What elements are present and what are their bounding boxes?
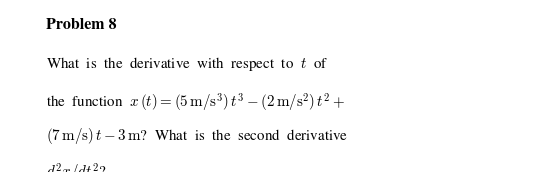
Text: What  is  the  derivative  with  respect  to  $t$  of: What is the derivative with respect to $… — [46, 55, 328, 73]
Text: $(7\,\mathrm{m/s})\,t - 3\,\mathrm{m}$?  What  is  the  second  derivative: $(7\,\mathrm{m/s})\,t - 3\,\mathrm{m}$? … — [46, 126, 349, 146]
Text: the  function  $x\,(t) = (5\,\mathrm{m/s^3})\,t^3 - (2\,\mathrm{m/s^2})\,t^2 +$: the function $x\,(t) = (5\,\mathrm{m/s^3… — [46, 92, 346, 114]
Text: $d^2x/dt^2$?: $d^2x/dt^2$? — [46, 162, 107, 172]
Text: Problem 8: Problem 8 — [46, 18, 117, 32]
